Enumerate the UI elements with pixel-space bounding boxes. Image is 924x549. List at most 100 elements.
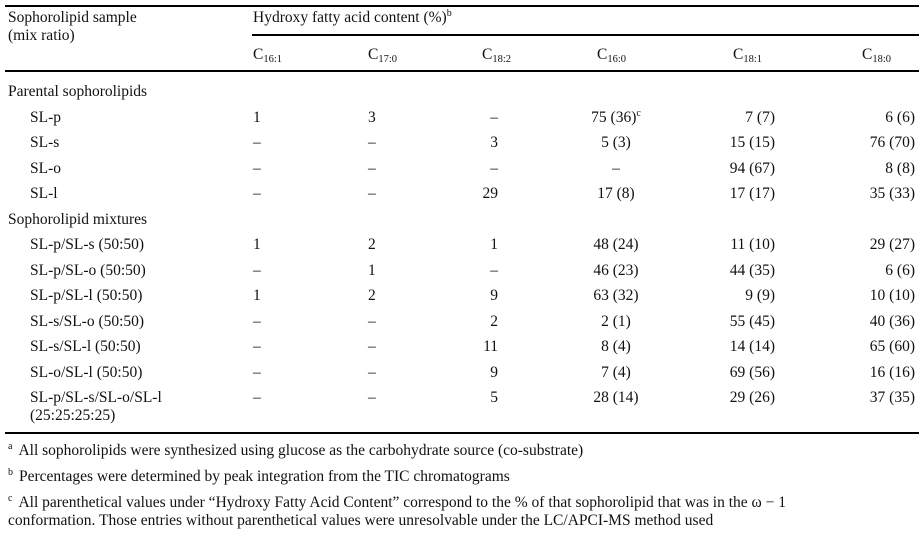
footnote-text: Percentages were determined by peak inte…: [19, 468, 510, 485]
value: 15 (15): [729, 134, 775, 151]
value-cell: 17 (8): [566, 185, 666, 203]
value: 1: [490, 236, 498, 253]
value-cell: 2 (1): [566, 313, 666, 331]
value-cell: 5 (3): [566, 134, 666, 152]
value-cell: –: [253, 313, 261, 331]
table-row: SL-o/SL-l (50:50) – – 9 7 (4) 69 (56) 16 (16): [0, 364, 924, 382]
top-rule: [5, 5, 919, 7]
sample-name: SL-p/SL-o (50:50): [30, 261, 146, 279]
value-cell: 9: [440, 287, 498, 305]
value-cell: 2: [368, 236, 376, 254]
value: –: [368, 363, 376, 381]
value-cell: 44 (35): [690, 262, 775, 280]
value-cell: 94 (67): [690, 160, 775, 178]
group-rule: [252, 34, 919, 36]
footnote-text: All sophorolipids were synthesized using…: [18, 442, 584, 459]
value: 46 (23): [593, 261, 639, 279]
footnote-text-continued: conformation. Those entries without pare…: [8, 512, 714, 529]
value-cell: 3: [440, 134, 498, 152]
value-cell: 29 (26): [690, 389, 775, 407]
value: 29 (27): [869, 236, 915, 253]
value: –: [368, 185, 376, 202]
value-cell: 7 (7): [690, 109, 775, 127]
value: 8 (4): [601, 338, 631, 355]
value-cell: 5: [440, 389, 498, 407]
table-row: SL-p 1 3 – 75 (36)c 7 (7) 6 (6): [0, 108, 924, 127]
value-cell: –: [566, 160, 666, 178]
value-cell: 1: [440, 236, 498, 254]
section-title: Sophorolipid mixtures: [8, 210, 148, 228]
value-cell: –: [253, 389, 261, 407]
value: –: [490, 108, 498, 126]
value: –: [253, 261, 261, 279]
value: 17 (17): [729, 185, 775, 202]
value: –: [368, 312, 376, 330]
value: –: [368, 389, 376, 406]
value: –: [253, 338, 261, 355]
value: –: [612, 159, 620, 177]
value-cell: 14 (14): [690, 338, 775, 356]
value-cell: 15 (15): [690, 134, 775, 152]
value-cell: –: [368, 160, 376, 178]
table-row: SL-l – – 29 17 (8) 17 (17) 35 (33): [0, 185, 924, 203]
value: 5 (3): [601, 134, 631, 151]
sample-name: SL-s/SL-l (50:50): [30, 338, 141, 355]
value-cell: 8 (8): [820, 160, 915, 178]
sample-cell: SL-s/SL-l (50:50): [30, 338, 141, 356]
value-cell: –: [253, 185, 261, 203]
value-cell: 48 (24): [566, 236, 666, 254]
value: –: [368, 159, 376, 177]
value-cell: –: [368, 134, 376, 152]
value: 44 (35): [729, 261, 775, 279]
column-header-base: C: [368, 46, 379, 63]
value: 2: [490, 312, 498, 330]
value-cell: –: [440, 160, 498, 178]
value-cell: 1: [253, 236, 261, 254]
value: 35 (33): [869, 185, 915, 202]
value: –: [253, 134, 261, 151]
column-header-sub: 16:1: [263, 54, 283, 65]
value-cell: 11 (10): [690, 236, 775, 254]
sample-cell: SL-p/SL-s (50:50): [30, 236, 144, 254]
value: 94 (67): [729, 159, 775, 177]
value: 17 (8): [597, 185, 635, 202]
section-title: Parental sophorolipids: [8, 83, 148, 100]
value-cell: 6 (6): [820, 109, 915, 127]
footnote: c All parenthetical values under “Hydroxy…: [8, 494, 786, 530]
sample-header-line1: Sophorolipid sample: [8, 9, 137, 26]
column-header-sub: 18:2: [492, 54, 512, 65]
value-cell: 69 (56): [690, 364, 775, 382]
value: 76 (70): [869, 134, 915, 151]
value-cell: –: [440, 262, 498, 280]
value-cell: –: [253, 364, 261, 382]
value: 9 (9): [745, 287, 775, 304]
value-cell: 63 (32): [566, 287, 666, 305]
value-cell: 76 (70): [820, 134, 915, 152]
column-header: C18:1: [733, 46, 763, 65]
value: 6 (6): [885, 261, 915, 279]
value: –: [253, 312, 261, 330]
value: 2 (1): [601, 312, 631, 330]
value-cell: –: [368, 313, 376, 331]
value-cell: 7 (4): [566, 364, 666, 382]
table-row: SL-s/SL-o (50:50) – – 2 2 (1) 55 (45) 40 (36): [0, 313, 924, 331]
column-header-sub: 18:1: [743, 54, 763, 65]
value: 3: [368, 108, 376, 126]
value-cell: 16 (16): [820, 364, 915, 382]
value-cell: 9 (9): [690, 287, 775, 305]
value-cell: –: [368, 338, 376, 356]
group-header: Hydroxy fatty acid content (%)b: [253, 9, 452, 27]
value: 40 (36): [869, 312, 915, 330]
value: 63 (32): [593, 287, 639, 304]
group-header-text: Hydroxy fatty acid content (%): [253, 9, 447, 26]
footnote: b Percentages were determined by peak int…: [8, 468, 510, 486]
value-cell: 1: [253, 109, 261, 127]
sample-name: SL-p/SL-s (50:50): [30, 236, 145, 253]
value-cell: –: [368, 389, 376, 407]
footnote-text: All parenthetical values under “Hydroxy …: [18, 494, 786, 511]
sample-name: SL-o: [30, 159, 61, 177]
sample-cell: SL-p/SL-s/SL-o/SL-l (25:25:25:25): [30, 389, 162, 425]
value-cell: 2: [440, 313, 498, 331]
table-row: SL-p/SL-s (50:50) 1 2 1 48 (24) 11 (10) 29 (27…: [0, 236, 924, 254]
value-cell: 46 (23): [566, 262, 666, 280]
